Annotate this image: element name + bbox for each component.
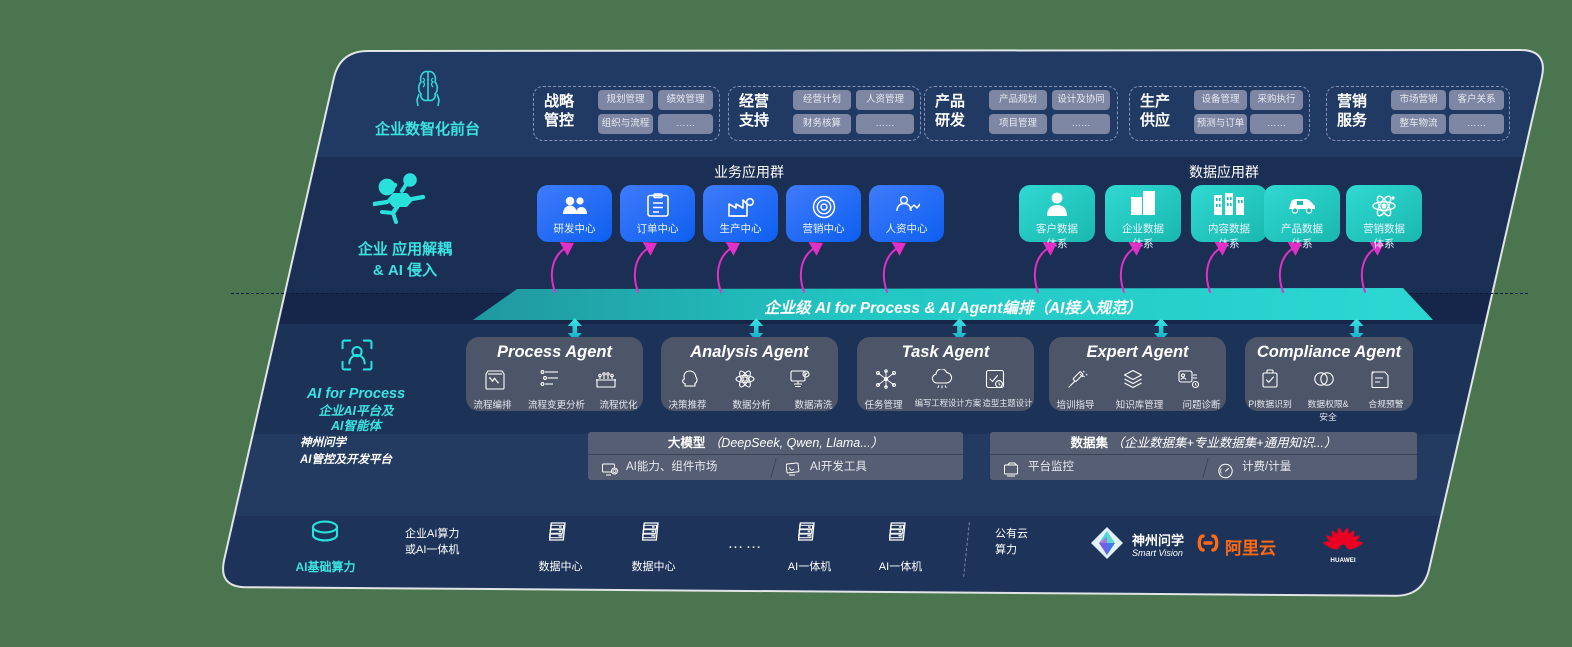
svg-text:HUAWEI: HUAWEI — [1330, 557, 1355, 564]
